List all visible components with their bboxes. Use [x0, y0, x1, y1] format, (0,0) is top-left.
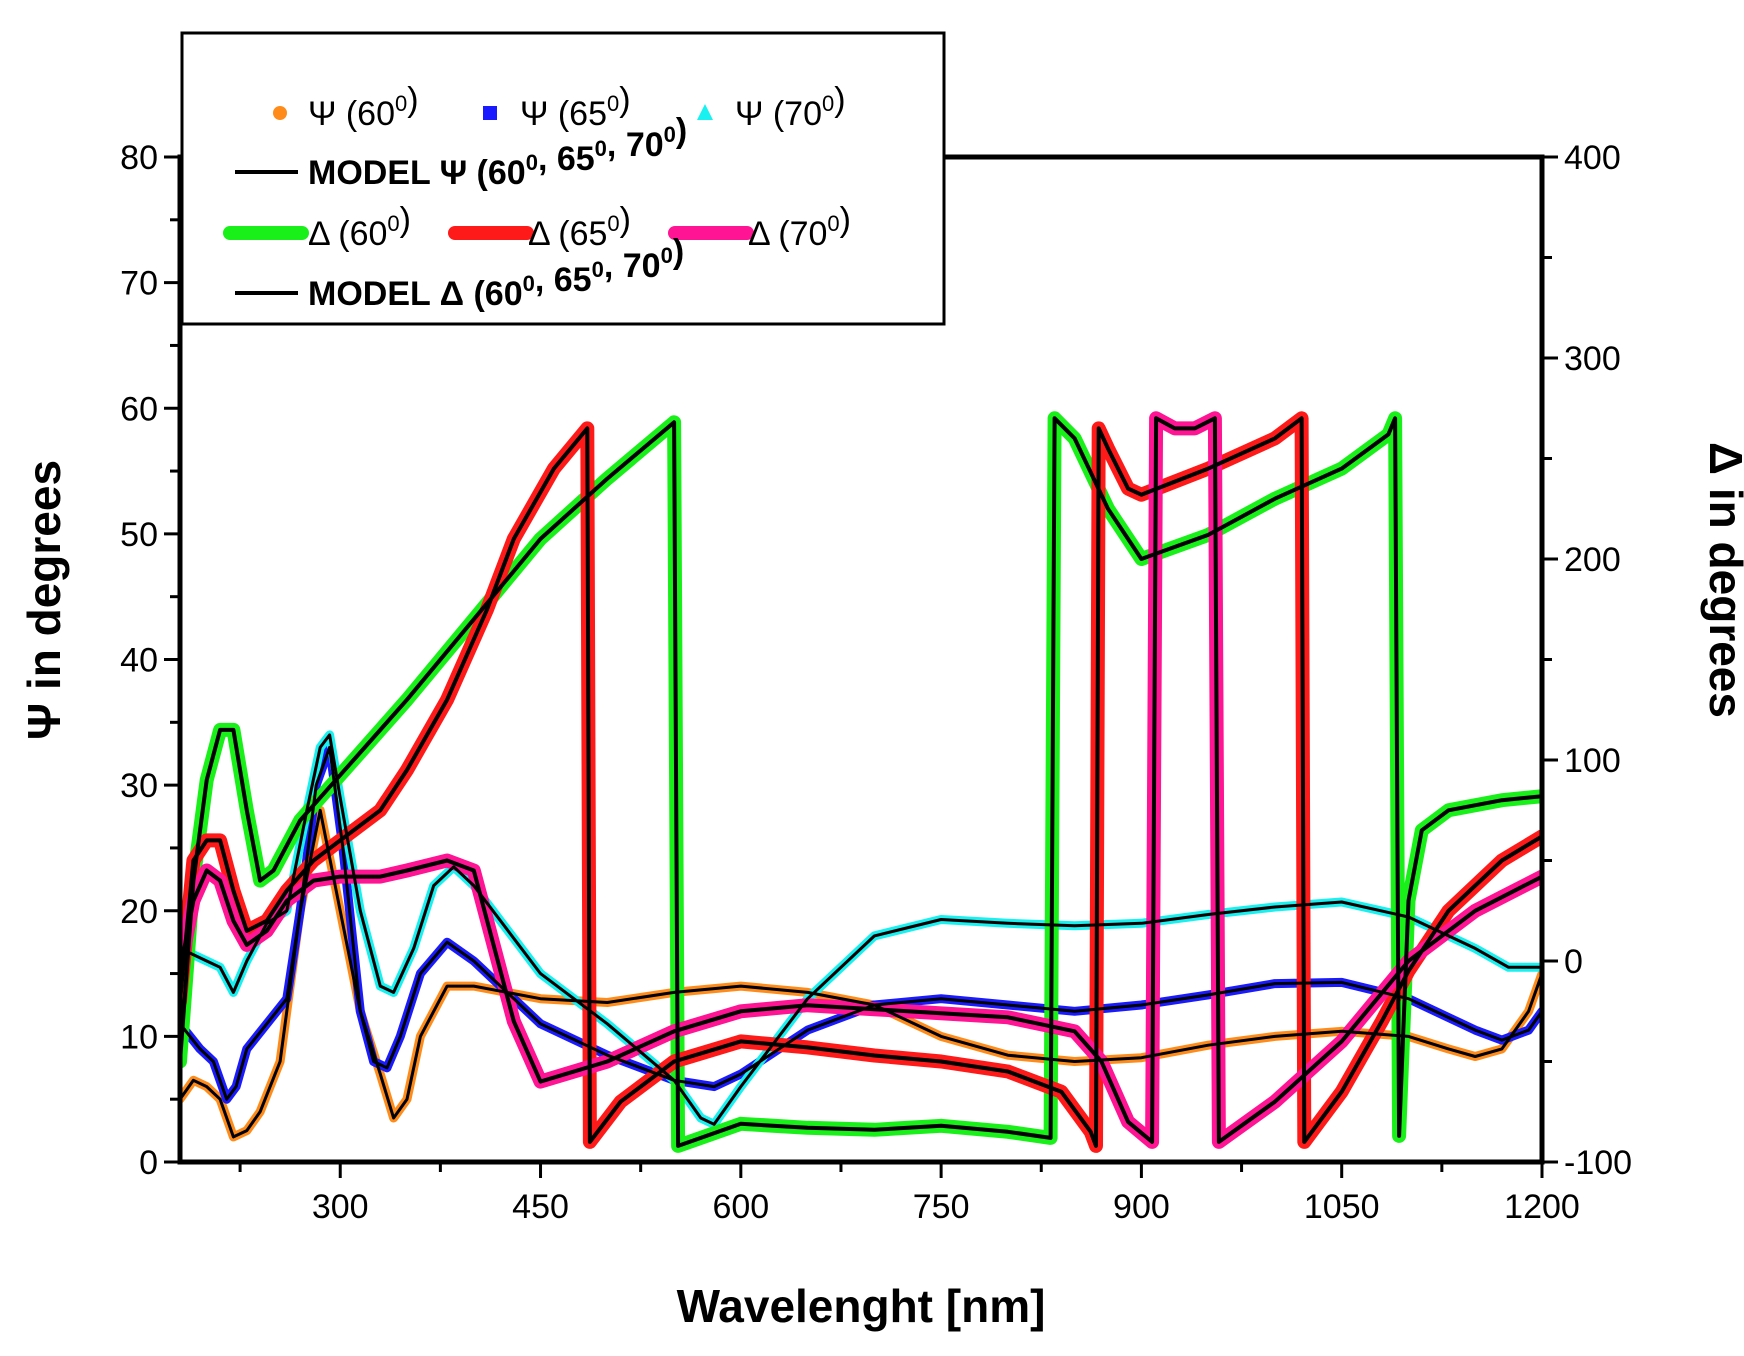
- legend-marker-circle: [273, 106, 287, 120]
- legend-label: Ψ (600): [308, 81, 419, 133]
- y-right-tick-label: -100: [1564, 1144, 1632, 1182]
- model-line-6-2: [180, 733, 1542, 1126]
- y-left-tick-label: 80: [120, 139, 158, 177]
- y-right-tick-label: 100: [1564, 742, 1621, 780]
- legend-label: Δ (700): [748, 201, 851, 253]
- series-layer: [180, 411, 1542, 1153]
- legend-label: Δ (650): [528, 201, 631, 253]
- y-left-tick-label: 50: [120, 516, 158, 554]
- model-line-6-0: [180, 808, 1542, 1139]
- y-left-tick-label: 30: [120, 767, 158, 805]
- legend-marker-square: [483, 106, 497, 120]
- x-tick-label: 750: [913, 1188, 970, 1226]
- legend-label: MODEL Δ (600, 650, 700): [308, 233, 684, 313]
- y-right-tick-label: 400: [1564, 139, 1621, 177]
- model-line-7-4: [180, 416, 1542, 1148]
- ticks-layer: 300 450 600 750 900 1050 1200 0 10 20 30 40 50 60 70 80…: [120, 139, 1632, 1226]
- y-left-tick-label: 70: [120, 265, 158, 303]
- y-left-tick-label: 60: [120, 390, 158, 428]
- y-axis-left-title: Ψ in degrees: [18, 460, 70, 740]
- legend-marker-triangle: [697, 104, 713, 120]
- legend: Ψ (600) Ψ (650) Ψ (700) MODEL Ψ (600, 650, …: [180, 31, 946, 326]
- x-axis-title: Wavelenght [nm]: [677, 1280, 1046, 1332]
- x-tick-label: 450: [512, 1188, 569, 1226]
- legend-label: MODEL Ψ (600, 650, 700): [308, 112, 687, 192]
- y-right-tick-label: 300: [1564, 340, 1621, 378]
- y-left-tick-label: 10: [120, 1018, 158, 1056]
- legend-box: [180, 31, 946, 326]
- legend-label: Ψ (650): [520, 81, 631, 133]
- y-right-tick-label: 200: [1564, 541, 1621, 579]
- y-right-tick-label: 0: [1564, 943, 1583, 981]
- x-tick-label: 600: [712, 1188, 769, 1226]
- legend-label: Ψ (700): [735, 81, 846, 133]
- model-line-7-3: [180, 416, 1542, 1148]
- y-left-tick-label: 20: [120, 893, 158, 931]
- model-line-7-5: [180, 416, 1542, 1144]
- y-left-tick-label: 0: [139, 1144, 158, 1182]
- x-tick-label: 1200: [1504, 1188, 1580, 1226]
- x-tick-label: 300: [312, 1188, 369, 1226]
- legend-label: Δ (600): [308, 201, 411, 253]
- y-left-tick-label: 40: [120, 642, 158, 680]
- x-tick-label: 900: [1113, 1188, 1170, 1226]
- y-axis-right-title: Δ in degrees: [1700, 442, 1744, 718]
- x-tick-label: 1050: [1304, 1188, 1380, 1226]
